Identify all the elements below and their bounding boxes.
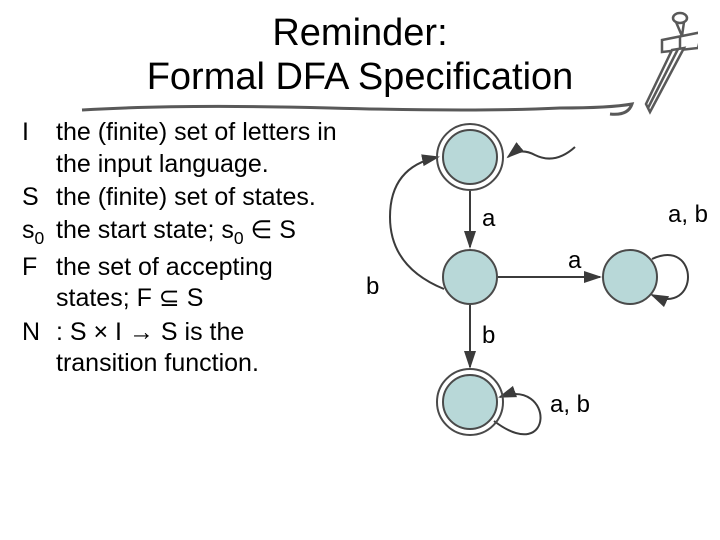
content-area: I the (finite) set of letters in the inp… — [0, 99, 720, 381]
def-symbol: s0 — [22, 215, 56, 250]
label-a-1: a — [482, 205, 495, 233]
def-text: the start state; s0 ∈ S — [56, 215, 340, 250]
state-q1 — [442, 249, 498, 305]
def-text: : S × I → S is the transition function. — [56, 317, 340, 380]
def-symbol: F — [22, 252, 56, 315]
state-q0 — [442, 129, 498, 185]
definitions-list: I the (finite) set of letters in the inp… — [0, 117, 340, 381]
dfa-edges — [340, 117, 720, 477]
title-line-2: Formal DFA Specification — [0, 56, 720, 100]
def-symbol: I — [22, 117, 56, 180]
def-symbol: S — [22, 182, 56, 213]
def-text: the (finite) set of states. — [56, 182, 340, 213]
dfa-diagram: a a b b a, b a, b — [340, 117, 720, 381]
def-S: S the (finite) set of states. — [22, 182, 340, 213]
def-N: N : S × I → S is the transition function… — [22, 317, 340, 380]
title-line-1: Reminder: — [0, 12, 720, 56]
slide-title: Reminder: Formal DFA Specification — [0, 0, 720, 99]
label-ab-1: a, b — [668, 201, 708, 229]
pen-icon — [632, 8, 698, 118]
label-b-2: b — [366, 273, 379, 301]
label-b-1: b — [482, 322, 495, 350]
state-q2 — [602, 249, 658, 305]
label-ab-2: a, b — [550, 391, 590, 419]
state-q3 — [442, 374, 498, 430]
def-s0: s0 the start state; s0 ∈ S — [22, 215, 340, 250]
def-F: F the set of accepting states; F ⊆ S — [22, 252, 340, 315]
def-symbol: N — [22, 317, 56, 380]
label-a-2: a — [568, 247, 581, 275]
def-text: the set of accepting states; F ⊆ S — [56, 252, 340, 315]
